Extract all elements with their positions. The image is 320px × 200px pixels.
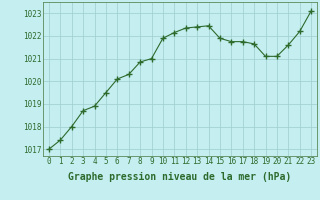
X-axis label: Graphe pression niveau de la mer (hPa): Graphe pression niveau de la mer (hPa)	[68, 172, 292, 182]
